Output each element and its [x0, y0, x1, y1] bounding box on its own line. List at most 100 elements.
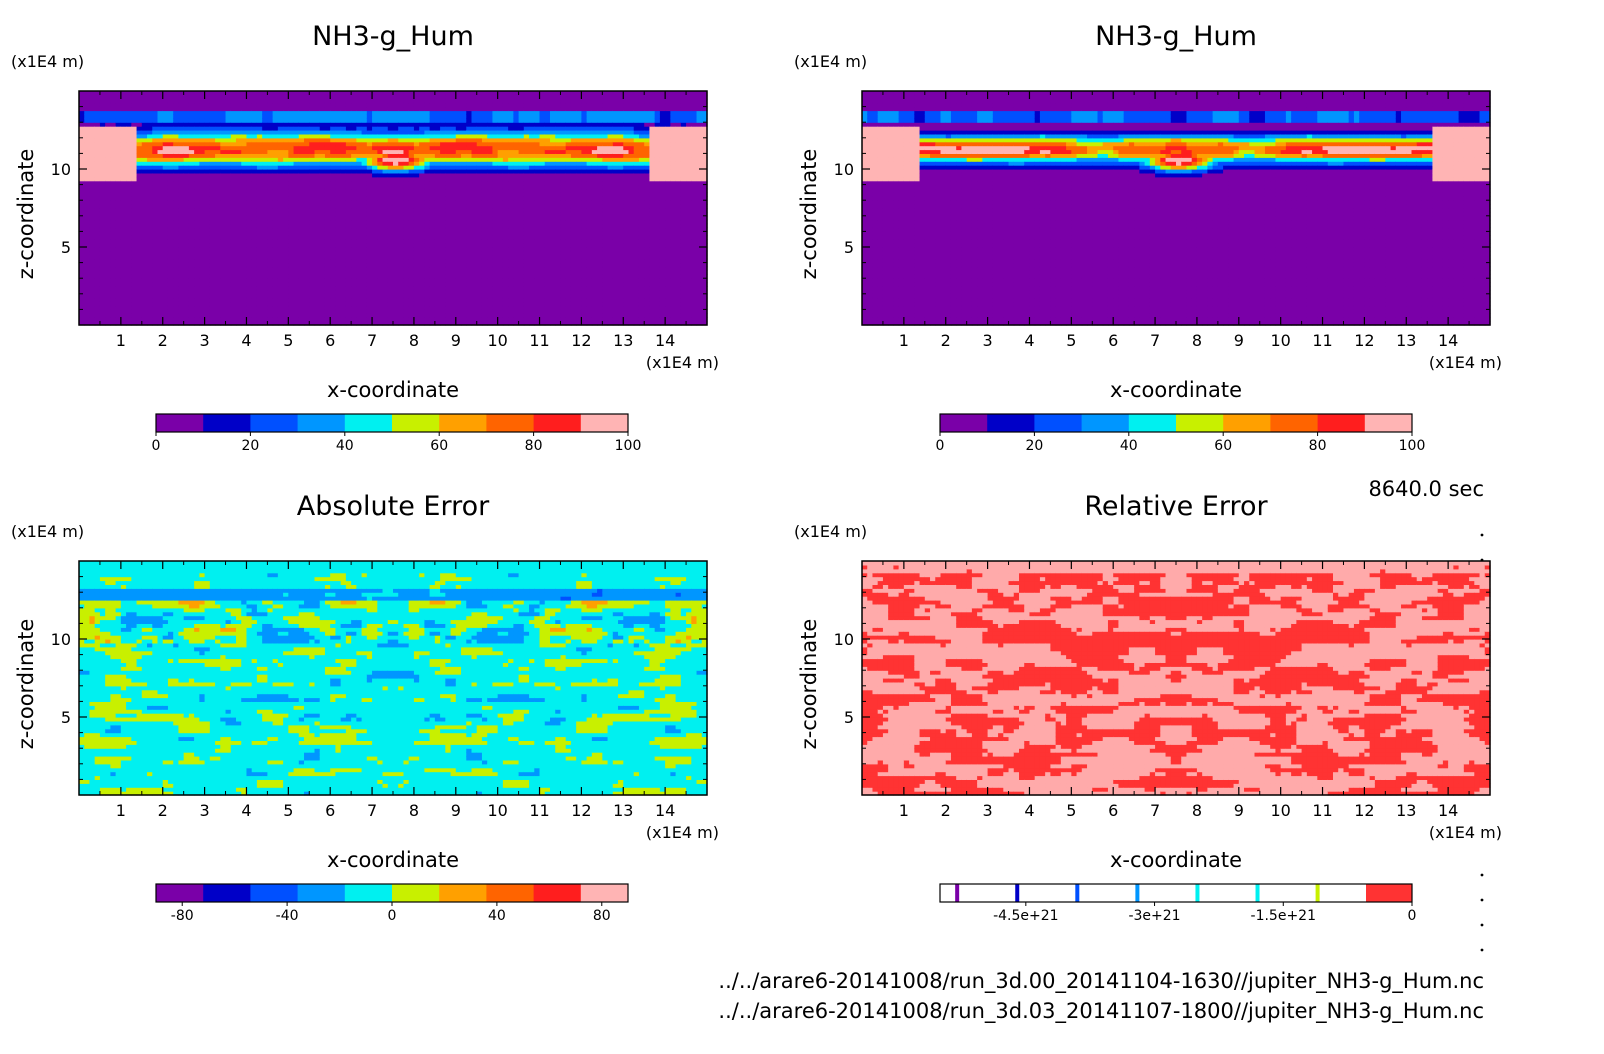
heatmap-cell — [398, 110, 405, 115]
heatmap-cell — [241, 282, 248, 287]
heatmap-cell — [382, 126, 389, 131]
heatmap-cell — [377, 106, 384, 112]
heatmap-cell — [194, 137, 200, 143]
heatmap-cell — [241, 94, 248, 100]
heatmap-cell — [372, 266, 378, 271]
heatmap-cell — [131, 196, 138, 201]
heatmap-cell — [236, 215, 242, 221]
heatmap-cell — [84, 102, 91, 108]
heatmap-cell — [481, 289, 488, 295]
heatmap-cell — [492, 161, 499, 166]
heatmap-cell — [283, 188, 289, 193]
heatmap-cell — [251, 235, 258, 240]
heatmap-cell — [79, 153, 85, 158]
heatmap-cell — [173, 297, 180, 303]
heatmap-cell — [220, 91, 227, 96]
heatmap-cell — [157, 274, 164, 279]
heatmap-cell — [434, 297, 441, 303]
heatmap-cell — [256, 161, 263, 166]
heatmap-cell — [309, 157, 316, 162]
heatmap-cell — [131, 270, 138, 275]
heatmap-cell — [220, 274, 227, 279]
heatmap-cell — [403, 239, 410, 244]
heatmap-cell — [199, 309, 206, 314]
heatmap-cell — [502, 200, 509, 205]
heatmap-cell — [94, 266, 101, 271]
heatmap-cell — [267, 208, 274, 213]
heatmap-cell — [188, 227, 195, 232]
heatmap-cell — [304, 122, 310, 127]
heatmap-cell — [319, 141, 326, 147]
heatmap-cell — [272, 274, 279, 279]
heatmap-cell — [461, 184, 467, 190]
heatmap-cell — [309, 122, 316, 127]
heatmap-cell — [256, 211, 263, 217]
heatmap-cell — [424, 184, 431, 190]
heatmap-cell — [372, 227, 378, 232]
heatmap-cell — [225, 149, 232, 154]
heatmap-cell — [408, 130, 415, 135]
heatmap-cell — [372, 305, 378, 310]
heatmap-cell — [419, 270, 425, 275]
heatmap-cell — [319, 122, 326, 127]
heatmap-cell — [324, 317, 331, 322]
heatmap-cell — [277, 274, 284, 279]
heatmap-cell — [251, 247, 258, 252]
heatmap-cell — [445, 130, 452, 135]
heatmap-cell — [178, 274, 185, 279]
heatmap-cell — [466, 204, 473, 209]
heatmap-cell — [476, 301, 483, 307]
heatmap-cell — [445, 309, 452, 314]
heatmap-cell — [131, 130, 138, 135]
heatmap-cell — [335, 227, 342, 232]
heatmap-cell — [256, 106, 263, 112]
heatmap-cell — [204, 102, 211, 108]
heatmap-cell — [419, 274, 425, 279]
heatmap-cell — [298, 184, 305, 190]
heatmap-cell — [110, 145, 117, 151]
heatmap-cell — [246, 208, 253, 213]
heatmap-cell — [167, 153, 174, 158]
heatmap-cell — [199, 169, 206, 174]
heatmap-cell — [251, 239, 258, 244]
heatmap-cell — [455, 153, 462, 158]
heatmap-cell — [209, 137, 216, 143]
heatmap-cell — [204, 192, 211, 197]
heatmap-cell — [194, 297, 200, 303]
heatmap-cell — [502, 297, 509, 303]
heatmap-cell — [304, 211, 310, 217]
heatmap-cell — [230, 247, 237, 252]
heatmap-cell — [382, 282, 389, 287]
heatmap-cell — [513, 297, 520, 303]
heatmap-cell — [79, 235, 85, 240]
heatmap-cell — [487, 118, 494, 123]
heatmap-cell — [94, 192, 101, 197]
heatmap-cell — [110, 297, 117, 303]
heatmap-cell — [497, 231, 504, 236]
heatmap-cell — [162, 165, 169, 170]
heatmap-cell — [304, 157, 310, 162]
heatmap-cell — [288, 258, 295, 264]
heatmap-cell — [199, 270, 206, 275]
heatmap-cell — [476, 309, 483, 314]
heatmap-cell — [481, 196, 488, 201]
heatmap-cell — [481, 254, 488, 260]
heatmap-cell — [126, 180, 132, 186]
heatmap-cell — [105, 184, 111, 190]
heatmap-cell — [167, 145, 174, 151]
heatmap-cell — [199, 297, 206, 303]
heatmap-cell — [251, 301, 258, 307]
heatmap-cell — [387, 247, 394, 252]
heatmap-cell — [387, 293, 394, 299]
heatmap-cell — [330, 317, 337, 322]
heatmap-cell — [220, 118, 227, 123]
heatmap-cell — [408, 169, 415, 174]
heatmap-cell — [99, 176, 106, 182]
heatmap-cell — [152, 130, 159, 135]
heatmap-cell — [173, 176, 180, 182]
heatmap-cell — [89, 94, 96, 100]
heatmap-cell — [225, 293, 232, 299]
heatmap-cell — [429, 215, 436, 221]
heatmap-cell — [408, 153, 415, 158]
heatmap-cell — [387, 254, 394, 260]
